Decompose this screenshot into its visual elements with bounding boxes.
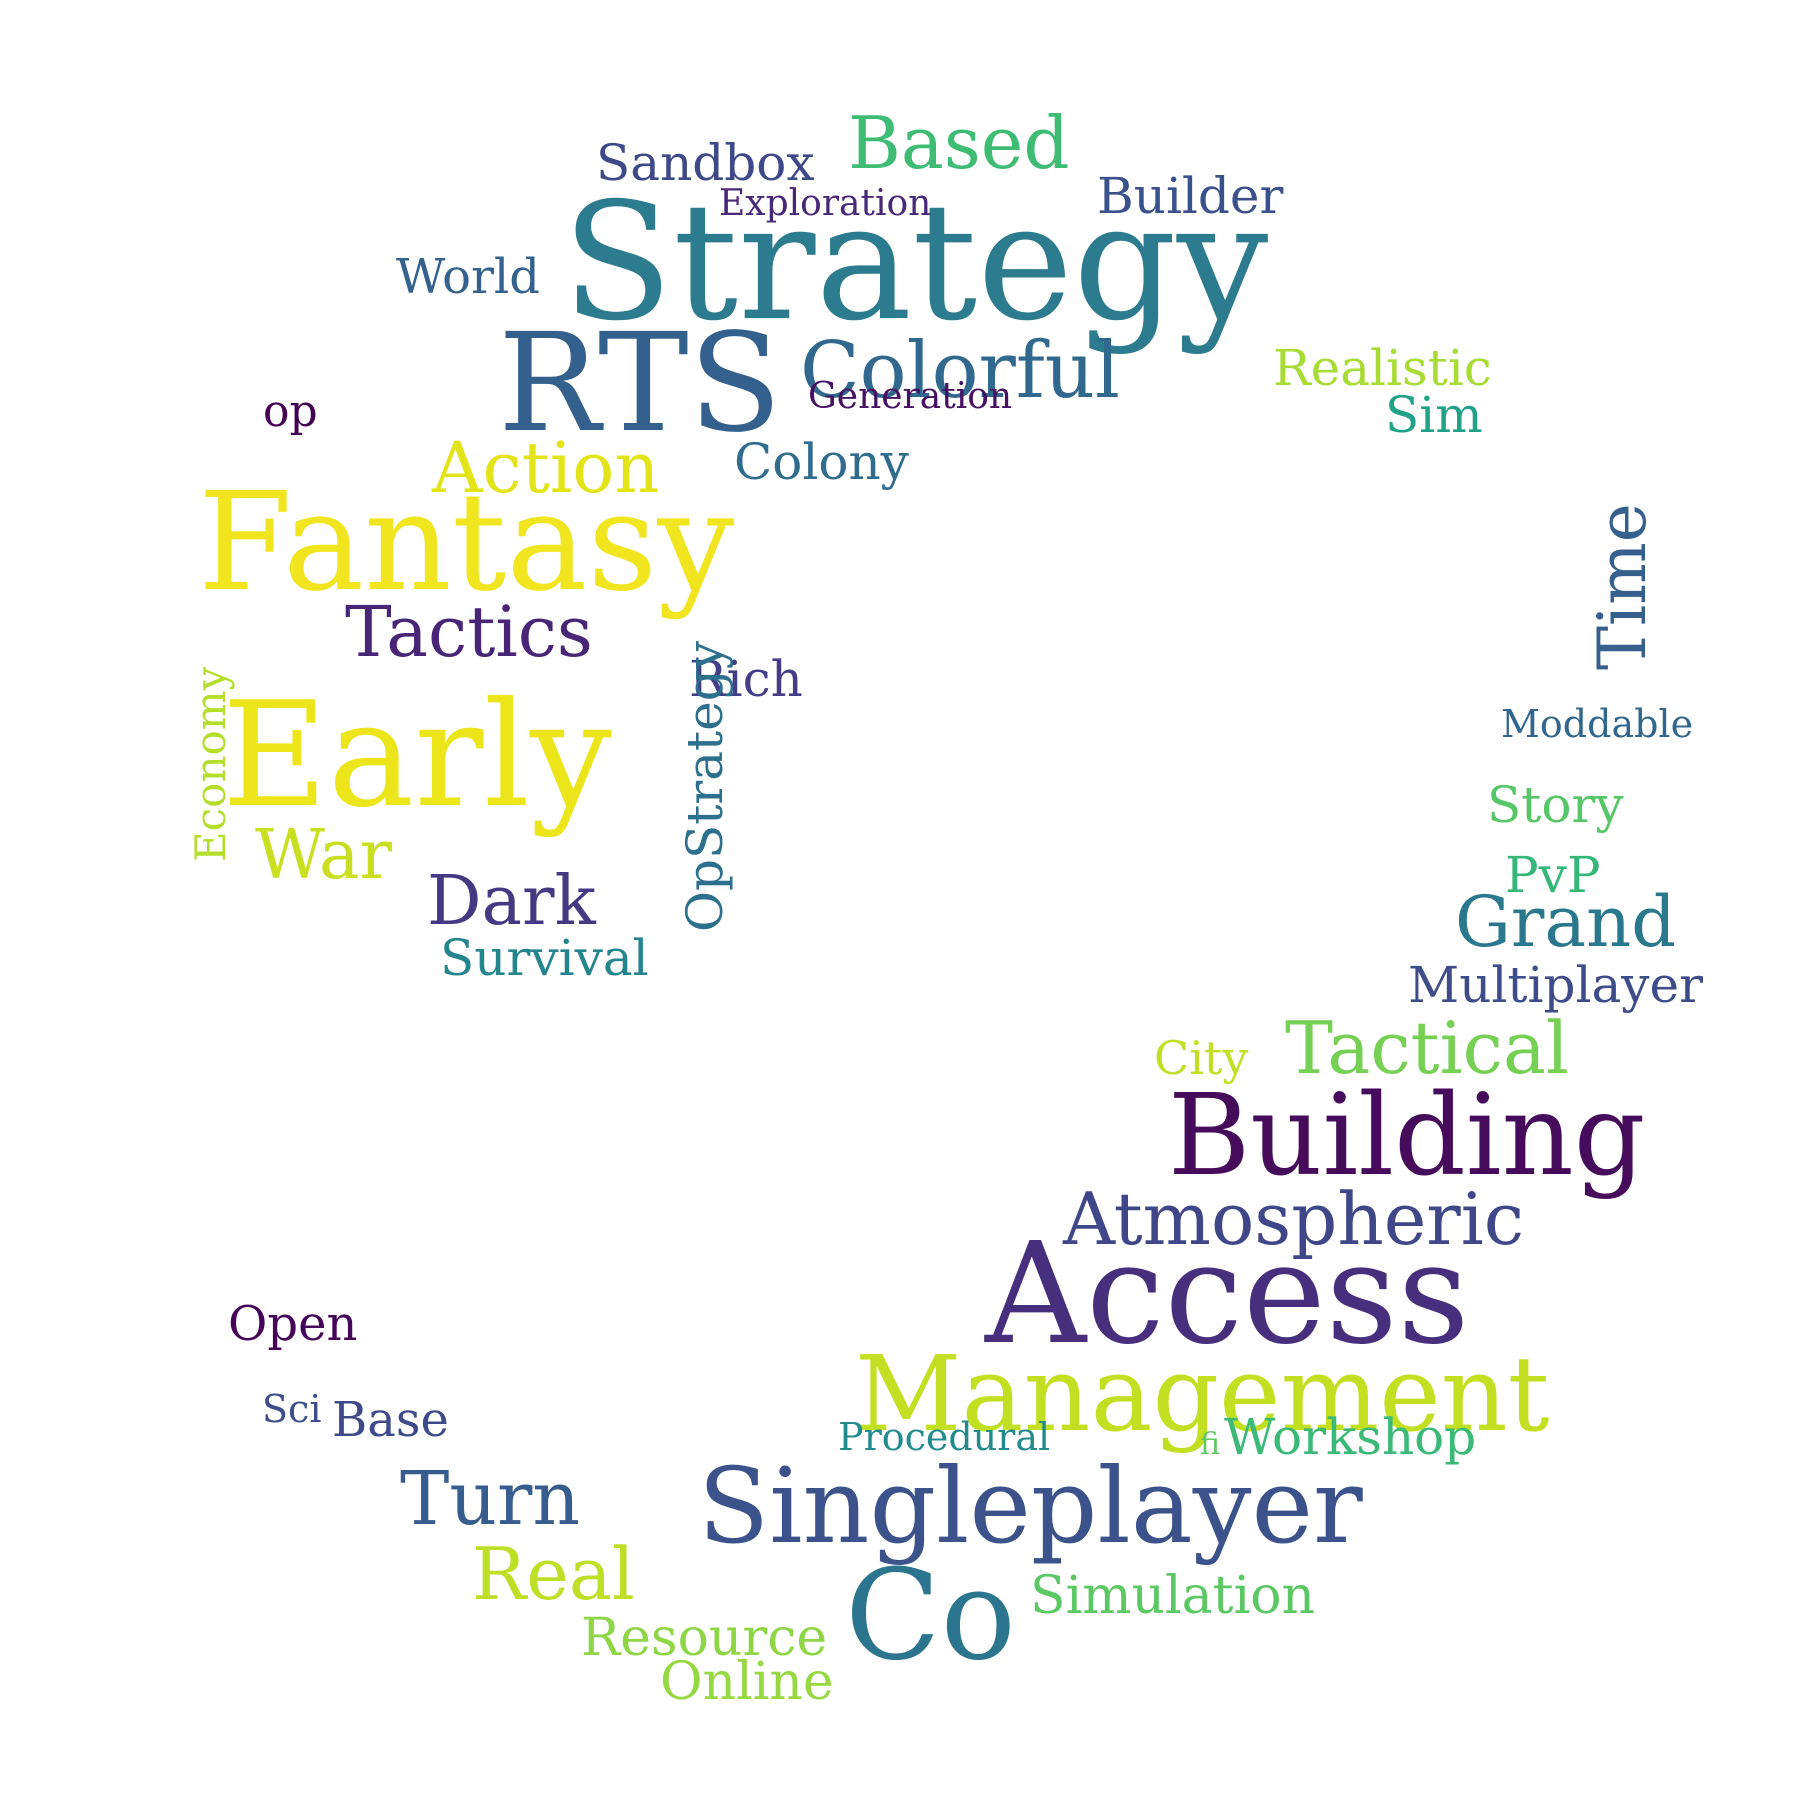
word-fi: fi <box>1200 1427 1221 1462</box>
word-workshop: Workshop <box>1224 1408 1477 1466</box>
word-rich: Rich <box>689 650 803 708</box>
word-building: Building <box>1168 1071 1646 1201</box>
word-access: Access <box>985 1213 1470 1376</box>
word-moddable: Moddable <box>1501 702 1694 746</box>
word-multiplayer: Multiplayer <box>1408 956 1704 1014</box>
word-base: Base <box>332 1392 449 1448</box>
word-world: World <box>396 249 540 305</box>
word-simulation: Simulation <box>1030 1566 1316 1626</box>
word-fantasy: Fantasy <box>198 464 735 622</box>
word-resource: Resource <box>581 1608 828 1668</box>
word-early: Early <box>222 671 612 840</box>
word-realistic: Realistic <box>1273 339 1492 397</box>
word-open: Open <box>228 1296 358 1352</box>
word-grand: Grand <box>1455 881 1677 963</box>
word-procedural: Procedural <box>838 1415 1051 1459</box>
word-survival: Survival <box>440 929 649 987</box>
word-opstrategy: OpStrategy <box>676 641 734 932</box>
word-singleplayer: Singleplayer <box>698 1445 1363 1567</box>
word-exploration: Exploration <box>719 183 932 224</box>
word-atmospheric: Atmospheric <box>1063 1177 1525 1261</box>
word-sim: Sim <box>1385 386 1483 444</box>
word-time: Time <box>1584 503 1661 670</box>
word-based: Based <box>848 101 1070 185</box>
word-story: Story <box>1487 776 1624 834</box>
word-city: City <box>1154 1031 1249 1085</box>
word-real: Real <box>472 1532 635 1616</box>
word-online: Online <box>660 1652 834 1712</box>
word-war: War <box>255 816 393 895</box>
word-strategy: Strategy <box>562 169 1269 357</box>
word-pvp: PvP <box>1505 846 1601 904</box>
word-turn: Turn <box>400 1456 581 1542</box>
word-op: op <box>263 386 318 437</box>
word-tactics: Tactics <box>345 591 593 673</box>
word-sandbox: Sandbox <box>596 134 815 192</box>
word-tactical: Tactical <box>1285 1006 1569 1090</box>
word-rts: RTS <box>498 305 782 463</box>
word-generation: Generation <box>808 376 1013 417</box>
word-economy: Economy <box>186 666 235 862</box>
word-co: Co <box>845 1543 1016 1688</box>
word-action: Action <box>432 427 660 509</box>
word-management: Management <box>855 1333 1550 1455</box>
word-dark: Dark <box>427 862 596 941</box>
word-colony: Colony <box>734 433 909 491</box>
word-sci: Sci <box>262 1387 322 1431</box>
word-builder: Builder <box>1097 167 1284 225</box>
word-colorful: Colorful <box>800 326 1120 416</box>
